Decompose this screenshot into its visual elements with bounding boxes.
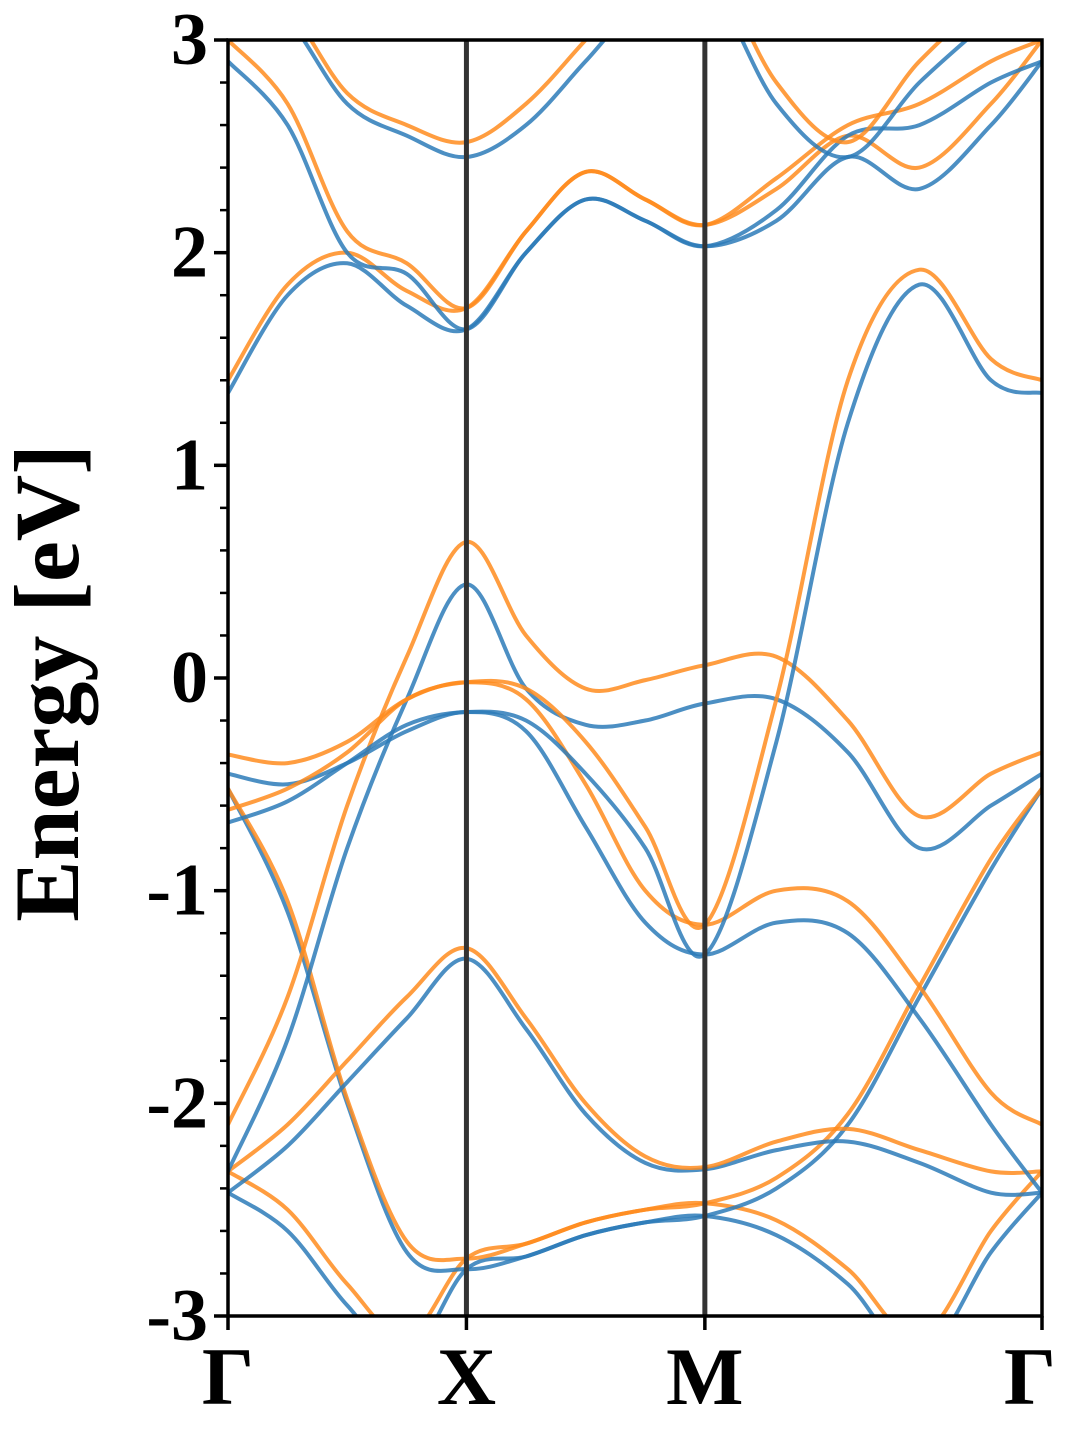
y-tick-label: 3 — [171, 0, 208, 81]
band-line-orange-15 — [228, 40, 1042, 311]
band-line-blue-10 — [228, 282, 1042, 959]
kpoint-separator-lines — [463, 40, 708, 1316]
y-tick-label: 0 — [171, 637, 208, 719]
band-line-blue-6 — [228, 582, 1042, 1173]
band-line-blue-4 — [228, 956, 1042, 1197]
band-line-blue-8 — [228, 710, 1042, 1194]
band-line-orange-13 — [228, 40, 1042, 382]
y-axis-label: Energy [eV] — [0, 444, 98, 922]
y-tick-label: 2 — [171, 212, 208, 294]
band-line-blue-16 — [301, 40, 970, 160]
band-line-orange-7 — [228, 539, 1042, 1126]
band-line-orange-11 — [228, 267, 1042, 930]
plot-frame — [226, 38, 1044, 1318]
y-tick-label: 1 — [171, 424, 208, 506]
band-line-orange-9 — [228, 680, 1042, 1127]
band-line-blue-0 — [228, 1190, 1042, 1316]
x-tick-label-Γ: Γ — [202, 1331, 254, 1422]
band-lines — [228, 40, 1042, 1316]
band-line-orange-17 — [308, 40, 944, 145]
band-line-blue-14 — [228, 59, 1042, 332]
x-tick-label-X: X — [437, 1331, 496, 1422]
x-tick-label-Γ: Γ — [1004, 1331, 1056, 1422]
band-line-orange-3 — [228, 787, 1042, 1263]
y-tick-label: -2 — [146, 1062, 208, 1144]
band-line-orange-1 — [228, 1169, 1042, 1316]
band-line-blue-2 — [228, 787, 1042, 1273]
band-line-orange-5 — [228, 946, 1042, 1175]
y-tick-label: -1 — [146, 850, 208, 932]
x-tick-label-M: M — [666, 1331, 743, 1422]
y-tick-label: -3 — [146, 1275, 208, 1357]
band-line-blue-12 — [228, 60, 1042, 395]
y-axis-ticks: 3 2 1 0 -1 -2 -3 — [146, 0, 228, 1357]
